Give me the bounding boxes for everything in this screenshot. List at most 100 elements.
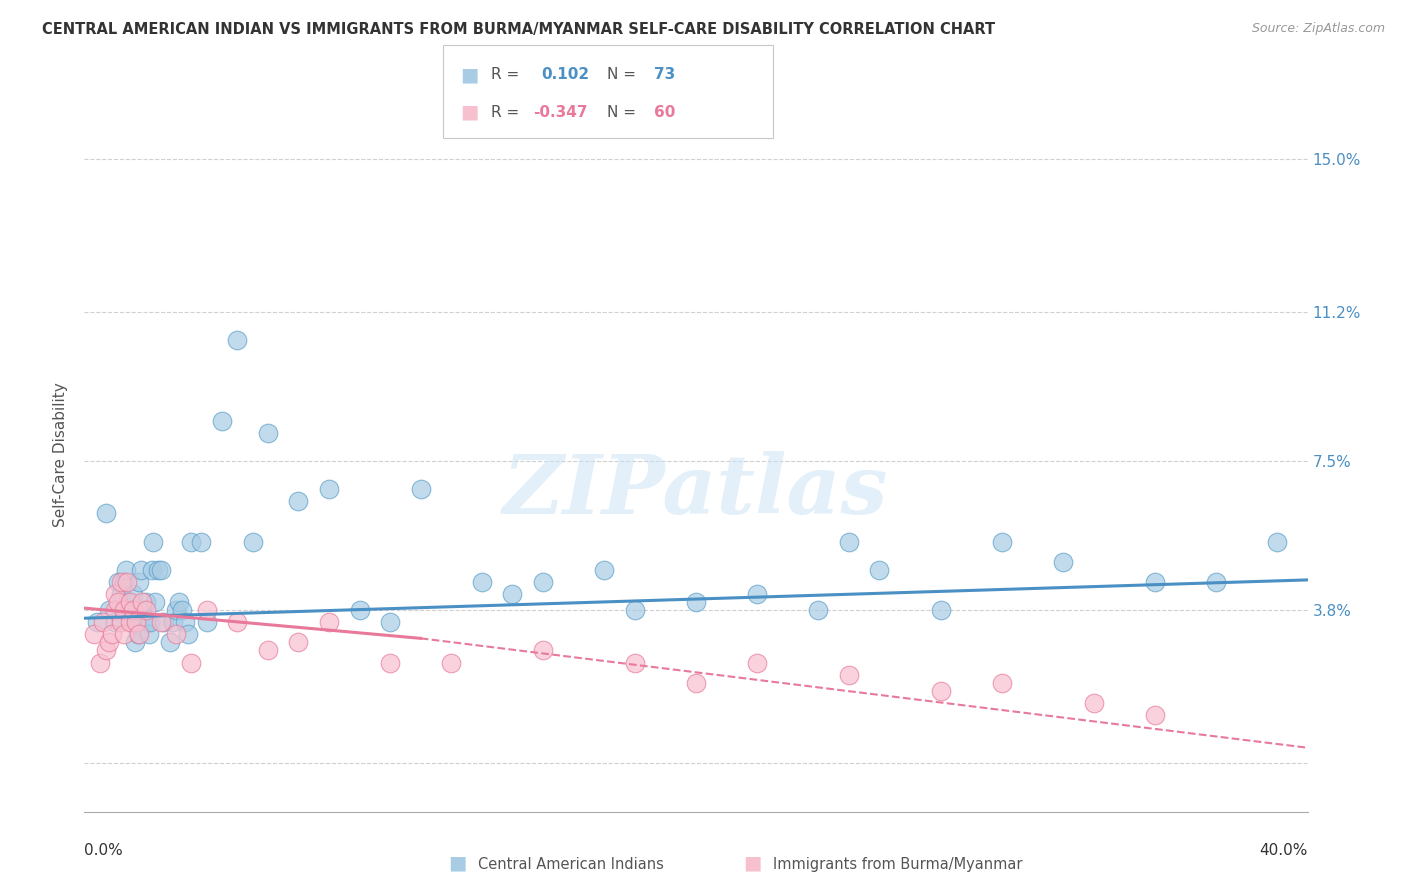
Point bbox=[94, 507, 117, 521]
Point bbox=[349, 603, 371, 617]
Point bbox=[685, 595, 707, 609]
Point bbox=[929, 603, 952, 617]
Text: 0.0%: 0.0% bbox=[84, 843, 124, 858]
Point bbox=[747, 587, 769, 601]
Point bbox=[149, 563, 172, 577]
Point bbox=[190, 534, 212, 549]
Text: R =: R = bbox=[491, 67, 519, 82]
Point bbox=[869, 563, 891, 577]
Point bbox=[149, 615, 172, 630]
Point bbox=[112, 603, 135, 617]
Point bbox=[127, 627, 149, 641]
Point bbox=[89, 656, 111, 670]
Point bbox=[104, 603, 127, 617]
Point bbox=[838, 534, 860, 549]
Text: Source: ZipAtlas.com: Source: ZipAtlas.com bbox=[1251, 22, 1385, 36]
Point bbox=[471, 574, 494, 589]
Text: 60: 60 bbox=[654, 104, 675, 120]
Point bbox=[120, 615, 142, 630]
Point bbox=[97, 603, 120, 617]
Point bbox=[101, 627, 124, 641]
Text: N =: N = bbox=[607, 104, 637, 120]
Point bbox=[177, 627, 200, 641]
Point bbox=[122, 603, 145, 617]
Point bbox=[94, 643, 117, 657]
Point bbox=[104, 615, 127, 630]
Point bbox=[1205, 574, 1227, 589]
Point bbox=[110, 587, 132, 601]
Text: ■: ■ bbox=[447, 854, 467, 872]
Point bbox=[135, 595, 157, 609]
Point bbox=[143, 595, 166, 609]
Point bbox=[115, 574, 138, 589]
Point bbox=[167, 595, 190, 609]
Point bbox=[110, 615, 132, 630]
Point bbox=[91, 615, 114, 630]
Point bbox=[165, 603, 187, 617]
Text: 73: 73 bbox=[654, 67, 675, 82]
Point bbox=[318, 615, 340, 630]
Point bbox=[174, 615, 197, 630]
Point bbox=[180, 656, 202, 670]
Point bbox=[747, 656, 769, 670]
Point bbox=[138, 627, 160, 641]
Point bbox=[131, 595, 153, 609]
Text: 40.0%: 40.0% bbox=[1260, 843, 1308, 858]
Point bbox=[107, 595, 129, 609]
Point bbox=[162, 615, 184, 630]
Point bbox=[531, 574, 554, 589]
Text: 0.102: 0.102 bbox=[541, 67, 589, 82]
Point bbox=[139, 615, 162, 630]
Point bbox=[115, 595, 138, 609]
Text: ■: ■ bbox=[460, 103, 478, 121]
Point bbox=[409, 482, 432, 496]
Point bbox=[141, 563, 163, 577]
Point bbox=[380, 656, 402, 670]
Point bbox=[1083, 696, 1105, 710]
Point bbox=[180, 534, 202, 549]
Point bbox=[195, 615, 218, 630]
Text: CENTRAL AMERICAN INDIAN VS IMMIGRANTS FROM BURMA/MYANMAR SELF-CARE DISABILITY CO: CENTRAL AMERICAN INDIAN VS IMMIGRANTS FR… bbox=[42, 22, 995, 37]
Point bbox=[124, 635, 146, 649]
Point bbox=[104, 587, 127, 601]
Point bbox=[159, 635, 181, 649]
Text: ■: ■ bbox=[742, 854, 762, 872]
Point bbox=[624, 656, 647, 670]
Point bbox=[122, 587, 145, 601]
Text: Immigrants from Burma/Myanmar: Immigrants from Burma/Myanmar bbox=[773, 857, 1022, 872]
Text: N =: N = bbox=[607, 67, 637, 82]
Point bbox=[226, 333, 249, 347]
Point bbox=[121, 615, 143, 630]
Point bbox=[991, 534, 1014, 549]
Point bbox=[502, 587, 524, 601]
Point bbox=[287, 635, 309, 649]
Point bbox=[128, 627, 150, 641]
Point bbox=[128, 574, 150, 589]
Y-axis label: Self-Care Disability: Self-Care Disability bbox=[53, 383, 69, 527]
Point bbox=[110, 574, 132, 589]
Point bbox=[114, 563, 136, 577]
Point bbox=[136, 615, 159, 630]
Point bbox=[838, 667, 860, 681]
Point bbox=[86, 615, 108, 630]
Text: ■: ■ bbox=[460, 65, 478, 84]
Point bbox=[131, 603, 153, 617]
Point bbox=[172, 603, 194, 617]
Point bbox=[135, 603, 157, 617]
Point bbox=[97, 635, 120, 649]
Point bbox=[1265, 534, 1288, 549]
Point bbox=[146, 563, 169, 577]
Point bbox=[929, 683, 952, 698]
Point bbox=[531, 643, 554, 657]
Point bbox=[125, 615, 148, 630]
Point bbox=[83, 627, 105, 641]
Text: Central American Indians: Central American Indians bbox=[478, 857, 664, 872]
Point bbox=[1143, 574, 1166, 589]
Point bbox=[153, 615, 176, 630]
Point bbox=[593, 563, 616, 577]
Point bbox=[211, 414, 233, 428]
Point bbox=[287, 494, 309, 508]
Point bbox=[120, 595, 142, 609]
Point bbox=[624, 603, 647, 617]
Point bbox=[165, 627, 187, 641]
